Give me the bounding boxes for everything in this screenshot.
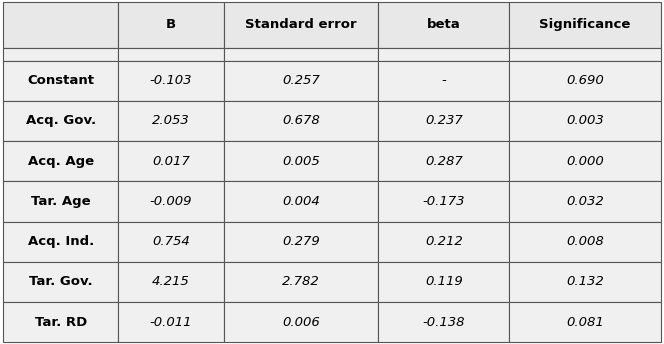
Text: 0.006: 0.006 — [282, 316, 319, 329]
Bar — [378, 101, 509, 141]
Text: 0.003: 0.003 — [566, 115, 604, 128]
Text: B: B — [166, 18, 176, 31]
Text: 0.690: 0.690 — [566, 74, 604, 87]
Text: 0.237: 0.237 — [425, 115, 463, 128]
Bar — [224, 61, 378, 101]
Bar — [378, 181, 509, 222]
Text: Acq. Age: Acq. Age — [28, 155, 94, 168]
Bar — [509, 302, 661, 342]
Text: 0.257: 0.257 — [282, 74, 319, 87]
Text: 0.119: 0.119 — [425, 276, 463, 288]
Text: 4.215: 4.215 — [152, 276, 190, 288]
Text: 0.212: 0.212 — [425, 235, 463, 248]
Bar — [509, 181, 661, 222]
Bar — [509, 48, 661, 61]
Bar — [509, 141, 661, 181]
Bar — [3, 61, 118, 101]
Bar — [378, 141, 509, 181]
Bar — [224, 48, 378, 61]
Text: 0.287: 0.287 — [425, 155, 463, 168]
Bar — [378, 2, 509, 48]
Text: -0.103: -0.103 — [149, 74, 192, 87]
Bar — [224, 101, 378, 141]
Bar — [118, 61, 224, 101]
Bar — [3, 2, 118, 48]
Text: Tar. Gov.: Tar. Gov. — [29, 276, 93, 288]
Text: 0.017: 0.017 — [152, 155, 190, 168]
Text: Acq. Ind.: Acq. Ind. — [28, 235, 94, 248]
Bar — [224, 181, 378, 222]
Text: -0.138: -0.138 — [422, 316, 465, 329]
Bar — [3, 302, 118, 342]
Bar — [118, 302, 224, 342]
Text: 0.004: 0.004 — [282, 195, 319, 208]
Text: -0.009: -0.009 — [149, 195, 192, 208]
Text: 0.005: 0.005 — [282, 155, 319, 168]
Text: -: - — [442, 74, 446, 87]
Bar — [378, 302, 509, 342]
Text: Acq. Gov.: Acq. Gov. — [26, 115, 96, 128]
Text: 0.032: 0.032 — [566, 195, 604, 208]
Text: 2.782: 2.782 — [282, 276, 319, 288]
Text: 0.000: 0.000 — [566, 155, 604, 168]
Text: 0.279: 0.279 — [282, 235, 319, 248]
Text: 0.754: 0.754 — [152, 235, 190, 248]
Bar — [224, 222, 378, 262]
Bar — [224, 302, 378, 342]
Bar — [118, 48, 224, 61]
Text: 0.081: 0.081 — [566, 316, 604, 329]
Bar — [378, 61, 509, 101]
Text: 0.008: 0.008 — [566, 235, 604, 248]
Bar — [378, 48, 509, 61]
Bar — [509, 2, 661, 48]
Bar — [3, 101, 118, 141]
Bar — [118, 2, 224, 48]
Bar — [509, 61, 661, 101]
Bar — [224, 141, 378, 181]
Bar — [3, 222, 118, 262]
Bar — [378, 222, 509, 262]
Text: Significance: Significance — [539, 18, 631, 31]
Bar — [509, 101, 661, 141]
Text: Tar. Age: Tar. Age — [31, 195, 91, 208]
Bar — [118, 101, 224, 141]
Bar — [509, 222, 661, 262]
Bar — [3, 262, 118, 302]
Text: -0.011: -0.011 — [149, 316, 192, 329]
Bar — [3, 141, 118, 181]
Bar — [3, 181, 118, 222]
Text: beta: beta — [427, 18, 461, 31]
Bar — [118, 181, 224, 222]
Bar — [118, 141, 224, 181]
Text: Standard error: Standard error — [245, 18, 357, 31]
Text: Tar. RD: Tar. RD — [35, 316, 87, 329]
Text: 2.053: 2.053 — [152, 115, 190, 128]
Bar — [3, 48, 118, 61]
Bar — [118, 262, 224, 302]
Bar — [118, 222, 224, 262]
Text: Constant: Constant — [27, 74, 94, 87]
Text: 0.132: 0.132 — [566, 276, 604, 288]
Bar — [224, 262, 378, 302]
Bar — [509, 262, 661, 302]
Bar — [224, 2, 378, 48]
Bar — [378, 262, 509, 302]
Text: 0.678: 0.678 — [282, 115, 319, 128]
Text: -0.173: -0.173 — [422, 195, 465, 208]
